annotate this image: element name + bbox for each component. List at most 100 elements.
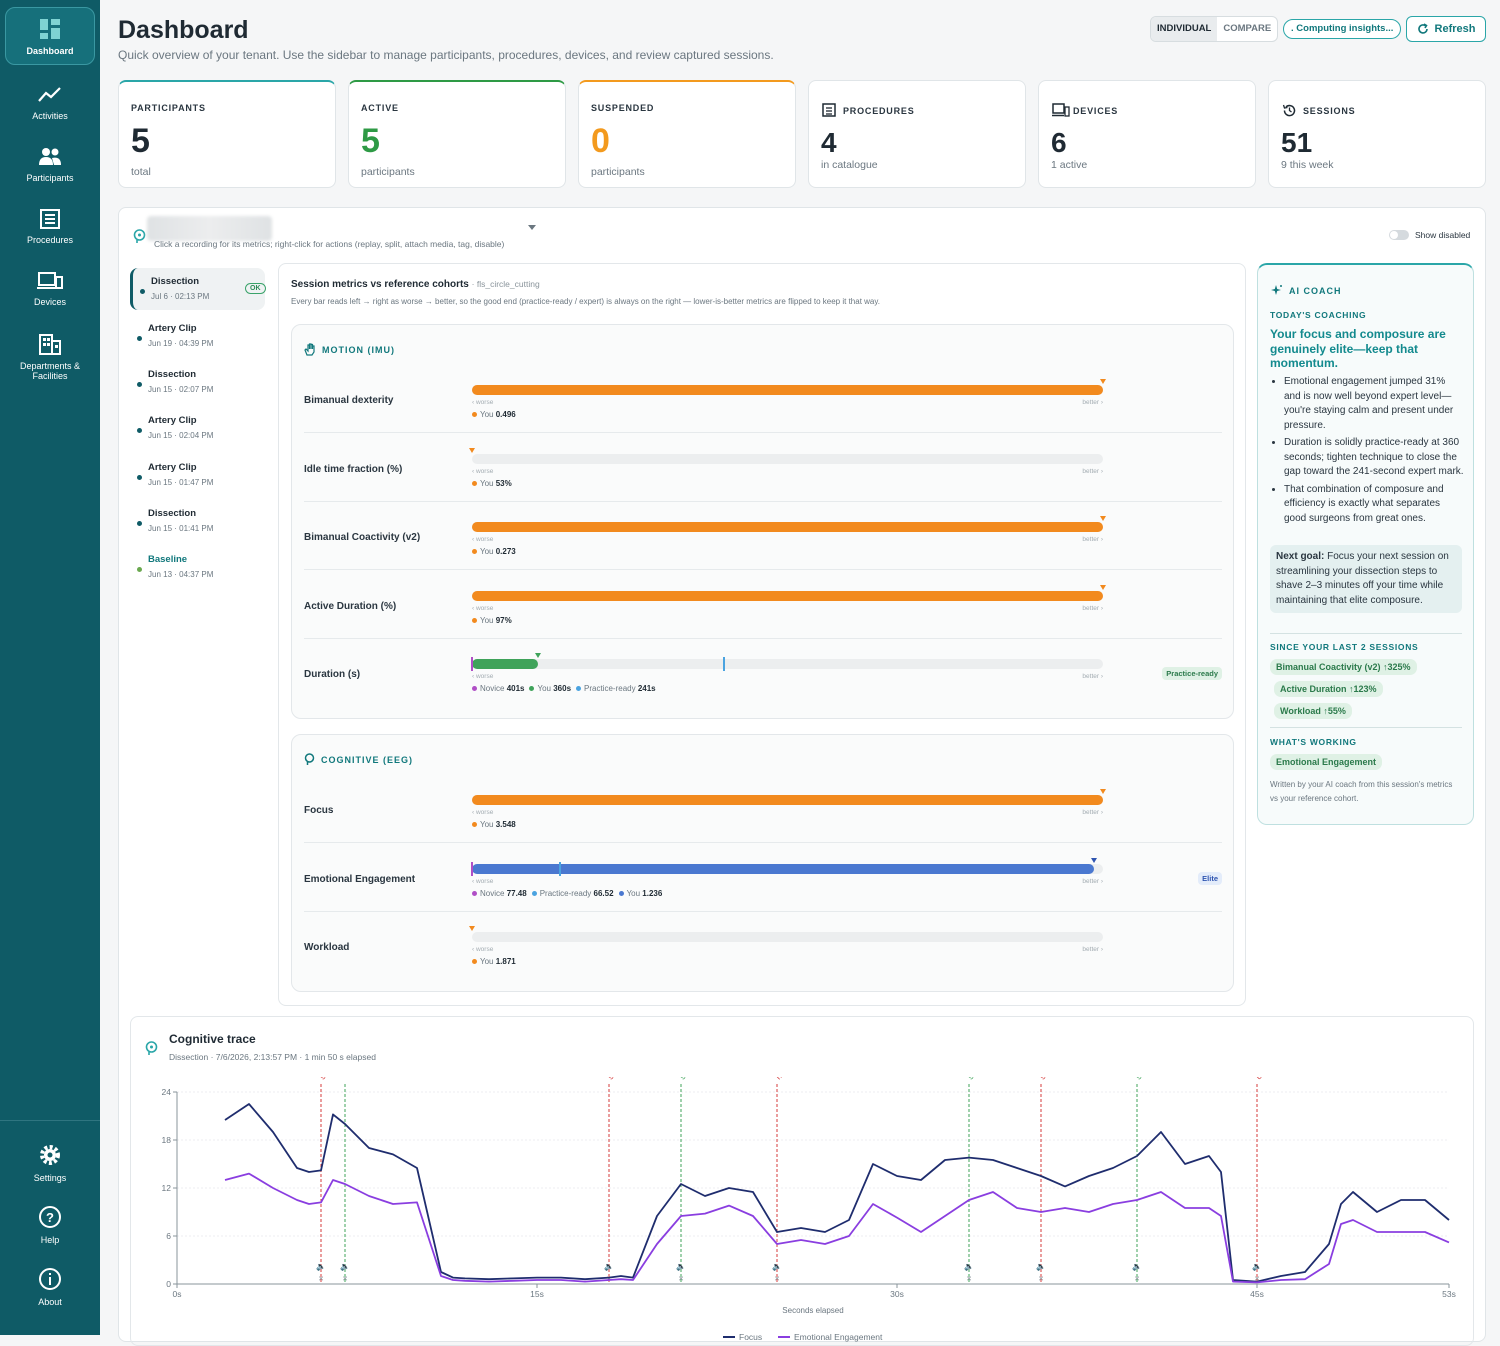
scale-ends: ‹ worse better › <box>472 536 1103 543</box>
coach-bullets: Emotional engagement jumped 31% and is n… <box>1284 375 1464 529</box>
show-disabled-toggle[interactable]: Show disabled <box>1389 230 1470 240</box>
worse-label: ‹ worse <box>472 467 494 475</box>
metric-name: Focus <box>304 805 334 816</box>
speaker-icon: 🔈 <box>1252 1262 1262 1271</box>
sparkle-icon <box>1271 285 1282 295</box>
speaker-icon: 🔈 <box>340 1262 350 1271</box>
worse-label: ‹ worse <box>472 877 494 885</box>
metric-row[interactable]: Workload ‹ worse better › You 1.871 <box>304 912 1222 980</box>
people-icon <box>39 148 61 165</box>
toggle-switch[interactable] <box>1389 230 1409 240</box>
coach-title: AI COACH <box>1289 285 1342 296</box>
session-item[interactable]: Artery Clip Jun 15 · 01:47 PM <box>130 454 265 494</box>
legend-item: Novice 401s <box>472 684 524 693</box>
session-date: Jun 13 · 04:37 PM <box>148 570 214 579</box>
stat-card-devices[interactable]: DEVICES 6 1 active <box>1038 80 1256 188</box>
legend-label: Emotional Engagement <box>794 1332 883 1342</box>
procedures-icon <box>40 209 60 229</box>
session-item[interactable]: Artery Clip Jun 19 · 04:39 PM <box>130 315 265 355</box>
nav-activities[interactable]: Activities <box>5 75 95 133</box>
cohort-badge: Elite <box>1198 871 1222 885</box>
stat-card-sessions[interactable]: SESSIONS 51 9 this week <box>1268 80 1486 188</box>
metric-row[interactable]: Focus ‹ worse better › You 3.548 <box>304 775 1222 843</box>
legend-item: Practice-ready 66.52 <box>531 888 614 898</box>
chevron-down-icon[interactable] <box>528 225 536 231</box>
legend-key: You <box>480 957 494 966</box>
close-icon: ✕ <box>678 1275 684 1283</box>
legend-item: Novice 77.48 <box>472 889 527 898</box>
stat-card-active[interactable]: ACTIVE 5 participants <box>348 80 566 188</box>
you-marker <box>1100 789 1106 794</box>
metric-row[interactable]: Bimanual dexterity ‹ worse better › You 0.4… <box>304 365 1222 433</box>
nav-devices[interactable]: Devices <box>5 261 95 319</box>
practice-ready-marker <box>559 861 561 876</box>
annotation-label: silence <box>317 1077 343 1081</box>
legend-dot <box>472 480 477 486</box>
metric-row[interactable]: Emotional Engagement ‹ worse better › Novic… <box>304 844 1222 912</box>
nav-about[interactable]: About <box>5 1257 95 1315</box>
speaker-icon: 🔈 <box>676 1262 686 1271</box>
metric-row[interactable]: Active Duration (%) ‹ worse better › You 97… <box>304 571 1222 639</box>
legend-value: 401s <box>506 684 525 693</box>
status-badge: OK <box>245 283 266 294</box>
nav-procedures[interactable]: Procedures <box>5 199 95 257</box>
metric-row[interactable]: Idle time fraction (%) ‹ worse better › You… <box>304 434 1222 502</box>
metric-row[interactable]: Duration (s) ‹ worse better › Novice 401s Yo… <box>304 639 1222 707</box>
legend-key: Practice-ready <box>539 888 592 898</box>
y-tick-label: 6 <box>166 1231 171 1241</box>
session-dot <box>137 382 142 387</box>
legend-key: You <box>626 888 641 898</box>
better-label: better › <box>1082 946 1103 953</box>
session-dot <box>137 428 142 433</box>
refresh-button[interactable]: Refresh <box>1406 16 1486 42</box>
sessions-panel: Click a recording for its metrics; right… <box>118 207 1486 1346</box>
nav-departments[interactable]: Departments & Facilities <box>5 323 95 385</box>
refresh-icon <box>1417 23 1428 34</box>
legend-dot <box>618 890 624 896</box>
session-item[interactable]: Baseline Jun 13 · 04:37 PM <box>130 546 265 586</box>
stat-value: 4 <box>821 127 837 158</box>
session-item[interactable]: Dissection Jun 15 · 01:41 PM <box>130 500 265 540</box>
x-tick-label: 0s <box>173 1289 182 1299</box>
session-item[interactable]: Dissection Jul 6 · 02:13 PM OK <box>130 268 266 310</box>
session-dot <box>140 289 145 294</box>
nav-dashboard[interactable]: Dashboard <box>5 7 95 65</box>
legend-value: 53% <box>495 478 512 488</box>
metric-row[interactable]: Bimanual Coactivity (v2) ‹ worse better › Y… <box>304 502 1222 570</box>
better-label: better › <box>1082 604 1103 612</box>
legend-value: 3.548 <box>495 820 516 829</box>
metric-track <box>469 926 1103 942</box>
participant-select-redacted[interactable] <box>147 216 272 241</box>
nav-participants[interactable]: Participants <box>5 137 95 195</box>
legend-value: 0.273 <box>495 547 516 556</box>
stat-sub: total <box>131 166 151 178</box>
session-item[interactable]: Dissection Jun 15 · 02:07 PM <box>130 361 265 401</box>
stat-card-participants[interactable]: PARTICIPANTS 5 total <box>118 80 336 188</box>
metrics-procedure: · fls_circle_cutting <box>471 279 540 289</box>
motion-heading-text: MOTION (IMU) <box>322 344 395 355</box>
session-item[interactable]: Artery Clip Jun 15 · 02:04 PM <box>130 407 265 447</box>
nav-settings[interactable]: Settings <box>5 1133 95 1191</box>
stat-card-procedures[interactable]: PROCEDURES 4 in catalogue <box>808 80 1026 188</box>
mode-individual-button[interactable]: INDIVIDUAL <box>1151 17 1218 41</box>
nav-help[interactable]: ? Help <box>5 1195 95 1253</box>
close-icon: ✕ <box>606 1275 612 1283</box>
mode-compare-button[interactable]: COMPARE <box>1223 23 1272 34</box>
help-icon: ? <box>39 1206 61 1228</box>
cognitive-trace-chart[interactable]: 0 6 12 18 24 0s 15s 30s 45s 53s Seconds elapsed sil… <box>131 1077 1475 1345</box>
annotation-label: silence <box>677 1077 703 1081</box>
improvement-chip: Bimanual Coactivity (v2) ↑325% <box>1270 659 1417 675</box>
stat-card-suspended[interactable]: SUSPENDED 0 participants <box>578 80 796 188</box>
activity-icon <box>38 87 61 102</box>
show-disabled-label: Show disabled <box>1415 230 1471 240</box>
better-label: better › <box>1082 673 1103 680</box>
session-date: Jun 15 · 02:04 PM <box>148 431 214 440</box>
next-goal: Next goal: Focus your next session on st… <box>1270 545 1462 613</box>
close-icon: ✕ <box>774 1275 780 1283</box>
legend-dot <box>472 412 477 418</box>
annotation-label: silence <box>1037 1077 1063 1081</box>
info-icon <box>39 1268 61 1290</box>
better-label: better › <box>1082 809 1103 816</box>
legend-value: 1.871 <box>495 957 516 966</box>
session-dot <box>137 567 142 572</box>
